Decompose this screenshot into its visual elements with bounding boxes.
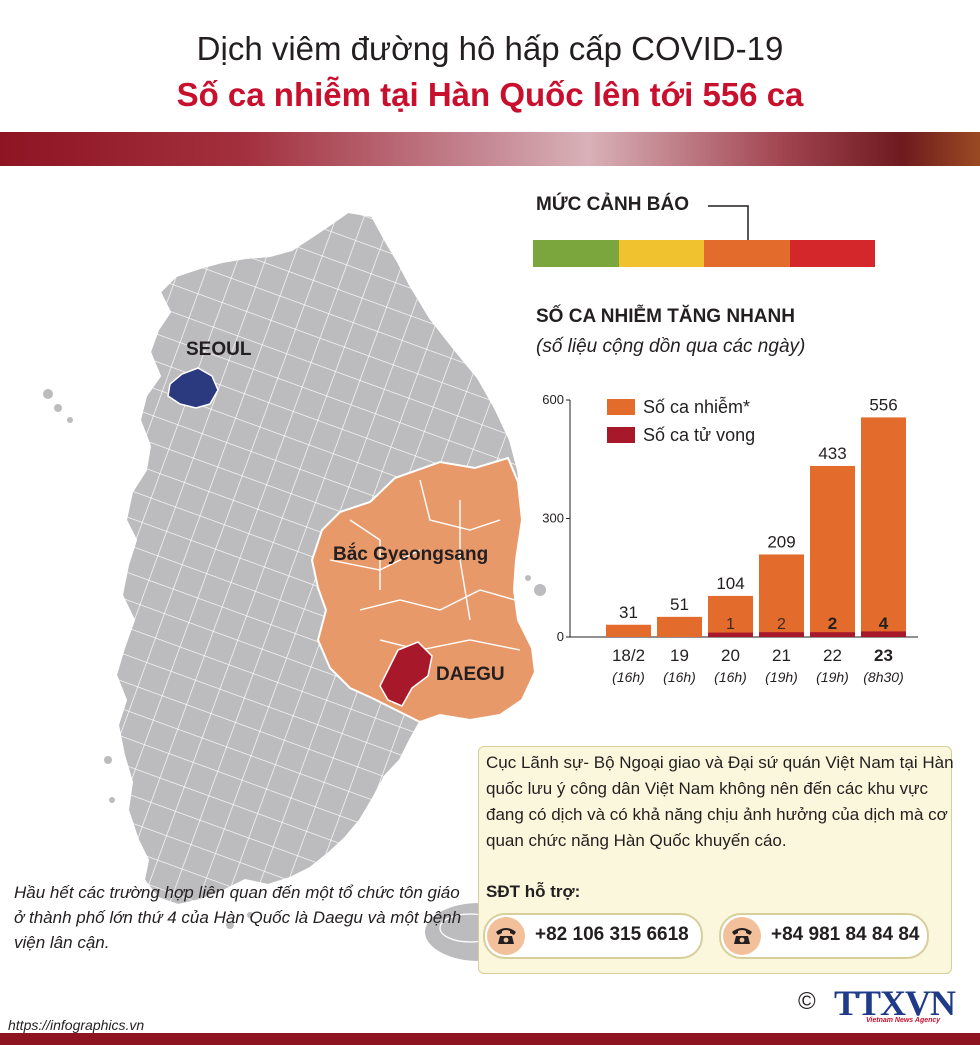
legend-label: Số ca nhiễm* [643,396,750,417]
gyeongsang-region [310,456,537,724]
death-bar [759,632,804,637]
death-value-label: 2 [777,616,786,633]
legend-swatch [607,427,635,443]
advisory-text: Cục Lãnh sự- Bộ Ngoại giao và Đại sứ quá… [486,753,954,850]
x-time-label: (16h) [663,669,696,685]
footer-bar [0,1033,980,1045]
daegu-note: Hầu hết các trường hợp liên quan đến một… [14,883,462,952]
headline-line2: Số ca nhiễm tại Hàn Quốc lên tới 556 ca [176,76,804,113]
y-tick-label: 300 [542,511,564,526]
case-bar [657,616,702,637]
case-value-label: 104 [716,574,744,593]
warning-level-4 [789,240,875,267]
chart-title: SỐ CA NHIỄM TĂNG NHANH [536,306,795,327]
x-tick-label: 19 [670,646,689,665]
phone-icon [723,917,761,955]
seoul-label: SEOUL [186,339,252,360]
death-value-label: 4 [879,614,889,633]
cases-bar-chart: 0 300 600 Số ca nhiễm* Số ca tử vong 31 18/2 (1… [542,392,918,685]
hotline-vietnam[interactable]: +84 981 84 84 84 [719,913,929,959]
death-value-label: 1 [726,616,735,633]
copyright-symbol: © [798,988,816,1015]
case-value-label: 433 [818,444,846,463]
gyeongsang-label: Bắc Gyeongsang [333,544,489,565]
warning-level-1 [533,240,619,267]
legend-swatch [607,399,635,415]
case-value-label: 556 [869,395,897,414]
hotline-korea[interactable]: +82 106 315 6618 [483,913,703,959]
death-bar [708,632,753,637]
warning-level-3 [704,240,790,267]
header-banner [0,132,980,166]
x-time-label: (8h30) [863,669,903,685]
x-tick-label: 18/2 [612,646,645,665]
x-tick-label: 20 [721,646,740,665]
case-bar [810,465,855,637]
phone-icon [487,917,525,955]
headline-line1: Dịch viêm đường hô hấp cấp COVID-19 [196,30,784,67]
case-bar [861,417,906,637]
y-tick-label: 600 [542,392,564,407]
case-value-label: 31 [619,603,638,622]
hotline-vietnam-number: +84 981 84 84 84 [771,924,920,945]
ttxvn-logo: TTXVN [834,983,956,1023]
case-bar [606,624,651,637]
death-bar [861,631,906,637]
daegu-label: DAEGU [436,664,505,685]
hotline-korea-number: +82 106 315 6618 [535,924,689,945]
hotline-label: SĐT hỗ trợ: [486,882,581,901]
daegu-region [379,641,433,707]
x-time-label: (16h) [612,669,645,685]
x-tick-label: 22 [823,646,842,665]
case-value-label: 209 [767,532,795,551]
case-bar [708,595,753,637]
x-tick-label: 21 [772,646,791,665]
korea-map [43,210,546,963]
x-time-label: (16h) [714,669,747,685]
chart-subtitle: (số liệu cộng dồn qua các ngày) [536,336,806,357]
case-value-label: 51 [670,595,689,614]
x-time-label: (19h) [816,669,849,685]
warning-level-bar [533,240,875,267]
warning-pointer [708,205,749,240]
x-tick-label: 23 [874,646,893,665]
source-url[interactable]: https://infographics.vn [8,1017,145,1033]
y-tick-label: 0 [557,629,564,644]
case-bar [759,554,804,637]
warning-level-2 [618,240,704,267]
death-bar [810,632,855,637]
warning-title: MỨC CẢNH BÁO [536,194,689,215]
seoul-region [167,367,219,409]
ttxvn-logo-subtitle: Vietnam News Agency [866,1017,941,1024]
legend-label: Số ca tử vong [643,425,755,445]
x-time-label: (19h) [765,669,798,685]
death-value-label: 2 [828,614,837,633]
